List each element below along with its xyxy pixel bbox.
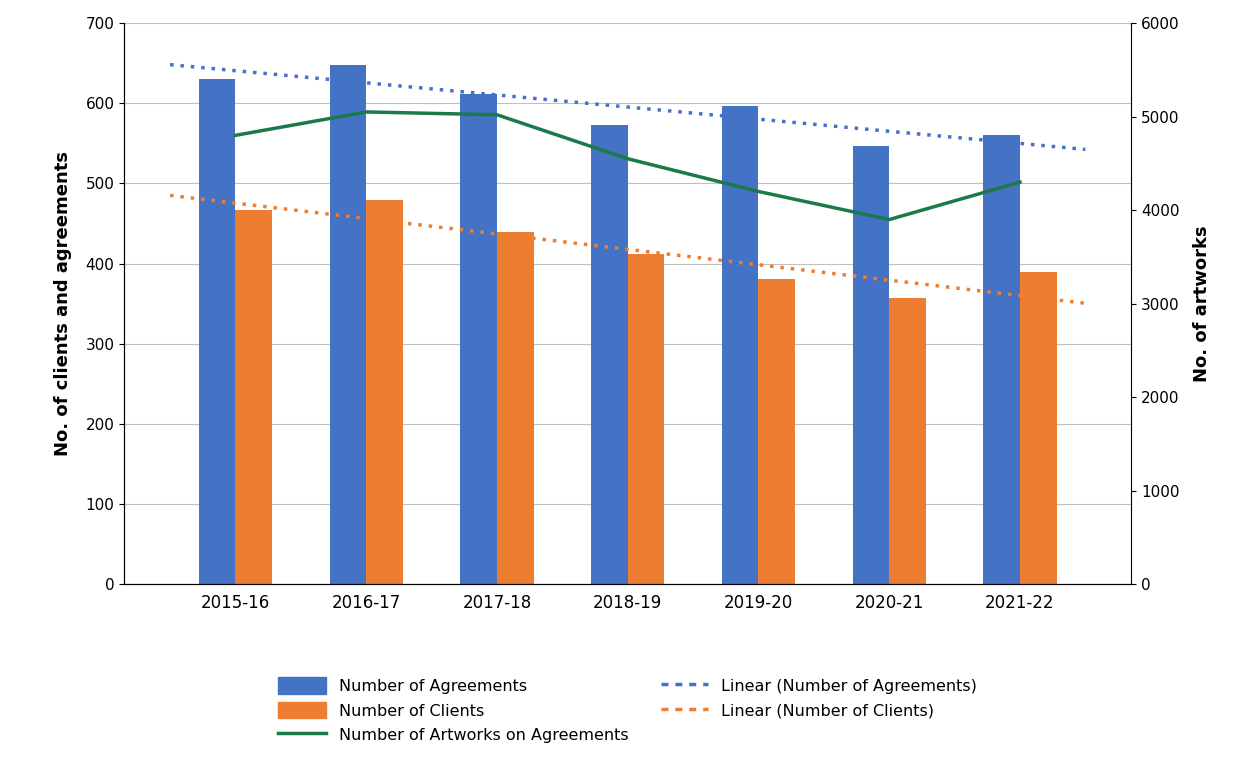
Linear (Number of Clients) (1078, 298, 1093, 308)
Bar (983, 135, 1021, 584)
Bar (329, 65, 367, 584)
Number of Artworks on Agreements (620, 154, 635, 163)
Number of Artworks on Agreements (490, 110, 505, 119)
Linear (Number of Agreements) (1032, 141, 1047, 150)
Bar (592, 125, 628, 584)
Bar (367, 199, 403, 584)
Bar (235, 210, 272, 584)
Legend: Number of Agreements, Number of Clients, Number of Artworks on Agreements, Linea: Number of Agreements, Number of Clients,… (272, 671, 983, 750)
Bar (460, 95, 497, 584)
Y-axis label: No. of artworks: No. of artworks (1193, 225, 1212, 382)
Bar (722, 105, 758, 584)
Linear (Number of Agreements) (199, 63, 214, 72)
Linear (Number of Agreements) (218, 65, 232, 75)
Bar (497, 232, 533, 584)
Line: Number of Artworks on Agreements: Number of Artworks on Agreements (235, 112, 1021, 220)
Linear (Number of Agreements) (333, 76, 348, 85)
Bar (199, 79, 235, 584)
Number of Artworks on Agreements (751, 187, 766, 196)
Number of Artworks on Agreements (227, 131, 242, 140)
Linear (Number of Clients) (218, 198, 232, 207)
Linear (Number of Clients) (163, 191, 178, 200)
Bar (853, 146, 889, 584)
Linear (Number of Agreements) (406, 82, 421, 92)
Linear (Number of Clients) (1032, 293, 1047, 302)
Linear (Number of Agreements) (999, 138, 1014, 147)
Bar (758, 279, 796, 584)
Linear (Number of Agreements) (163, 60, 178, 69)
Bar (1021, 272, 1057, 584)
Linear (Number of Clients) (199, 195, 214, 205)
Number of Artworks on Agreements (1013, 178, 1028, 187)
Linear (Number of Clients) (406, 219, 421, 228)
Bar (889, 298, 926, 584)
Number of Artworks on Agreements (881, 215, 896, 225)
Linear (Number of Agreements) (1078, 145, 1093, 154)
Linear (Number of Clients) (333, 211, 348, 220)
Number of Artworks on Agreements (359, 108, 374, 117)
Linear (Number of Clients) (999, 289, 1014, 298)
Line: Linear (Number of Agreements): Linear (Number of Agreements) (170, 65, 1085, 149)
Line: Linear (Number of Clients): Linear (Number of Clients) (170, 195, 1085, 303)
Y-axis label: No. of clients and agreements: No. of clients and agreements (53, 151, 72, 456)
Bar (628, 254, 664, 584)
